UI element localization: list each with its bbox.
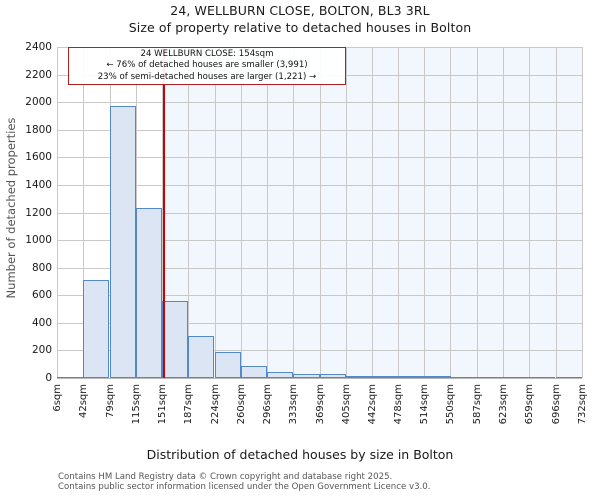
x-tick-label: 6sqm bbox=[52, 384, 63, 412]
annotation-line-2: ← 76% of detached houses are smaller (3,… bbox=[106, 60, 308, 71]
x-tick-label: 260sqm bbox=[235, 384, 247, 425]
footer-attribution: Contains HM Land Registry data © Crown c… bbox=[58, 472, 598, 493]
y-tick-label: 1600 bbox=[25, 151, 52, 164]
histogram-bar bbox=[83, 280, 110, 378]
histogram-bar bbox=[345, 375, 372, 378]
x-tick-label: 732sqm bbox=[577, 384, 588, 425]
gridline-vertical bbox=[57, 47, 58, 378]
x-tick-label: 623sqm bbox=[498, 384, 510, 425]
y-axis-ticks: 0 200 400 600 800 1000 1200 1400 1600 1800 2000 220… bbox=[0, 0, 52, 500]
histogram-bar bbox=[398, 376, 425, 378]
y-tick-label: 2400 bbox=[25, 41, 52, 53]
x-tick-label: 550sqm bbox=[445, 384, 457, 425]
gridline-vertical bbox=[266, 47, 268, 378]
x-tick-label: 79sqm bbox=[104, 384, 116, 419]
histogram-bar bbox=[57, 376, 84, 378]
y-tick-label: 2200 bbox=[25, 68, 52, 81]
annotation-line-3: 23% of semi-detached houses are larger (… bbox=[97, 71, 317, 82]
x-tick-label: 115sqm bbox=[130, 384, 142, 425]
y-tick-label: 1000 bbox=[25, 234, 52, 247]
x-tick-label: 514sqm bbox=[419, 384, 431, 425]
annotation-box: 24 WELLBURN CLOSE: 154sqm ← 76% of detac… bbox=[68, 47, 346, 85]
gridline-vertical bbox=[372, 47, 374, 378]
histogram-bar bbox=[424, 376, 451, 378]
y-tick-label: 400 bbox=[31, 316, 52, 329]
x-tick-label: 369sqm bbox=[314, 384, 326, 425]
gridline-vertical bbox=[187, 47, 189, 378]
histogram-bar bbox=[293, 373, 320, 378]
gridline-vertical bbox=[555, 47, 557, 378]
gridline-vertical bbox=[240, 47, 242, 378]
histogram-bar bbox=[109, 105, 137, 378]
x-tick-label: 442sqm bbox=[367, 384, 379, 425]
gridline-vertical bbox=[582, 47, 583, 378]
x-tick-label: 224sqm bbox=[209, 384, 221, 425]
histogram-bar bbox=[319, 374, 346, 378]
plot-area bbox=[57, 47, 583, 379]
gridline-vertical bbox=[214, 47, 216, 378]
histogram-bar bbox=[503, 376, 530, 378]
gridline-vertical bbox=[503, 47, 505, 378]
gridline-vertical bbox=[161, 47, 163, 378]
histogram-bar bbox=[214, 351, 241, 378]
x-tick-label: 696sqm bbox=[550, 384, 562, 425]
gridline-vertical bbox=[477, 47, 479, 378]
histogram-bar bbox=[240, 366, 267, 378]
annotation-line-1: 24 WELLBURN CLOSE: 154sqm bbox=[140, 48, 274, 59]
x-tick-label: 187sqm bbox=[182, 384, 194, 425]
page-title: 24, WELLBURN CLOSE, BOLTON, BL3 3RL bbox=[170, 3, 430, 18]
x-axis-line bbox=[57, 378, 582, 380]
chart-subtitle: Size of property relative to detached ho… bbox=[128, 20, 472, 35]
x-tick-label: 151sqm bbox=[156, 384, 168, 425]
gridline-vertical bbox=[424, 47, 426, 378]
gridline-vertical bbox=[345, 47, 347, 378]
footer-line-2: Contains public sector information licen… bbox=[58, 482, 431, 493]
y-tick-label: 800 bbox=[31, 261, 52, 274]
gridline-vertical bbox=[319, 47, 321, 378]
y-tick-label: 1400 bbox=[25, 178, 52, 191]
histogram-bar bbox=[529, 376, 556, 378]
x-tick-label: 42sqm bbox=[78, 384, 90, 419]
x-tick-label: 587sqm bbox=[472, 384, 484, 425]
y-axis-label: Number of detached properties bbox=[4, 117, 18, 299]
y-tick-label: 0 bbox=[45, 372, 52, 384]
histogram-bars bbox=[57, 47, 583, 378]
footer-line-1: Contains HM Land Registry data © Crown c… bbox=[58, 472, 393, 482]
histogram-bar bbox=[161, 300, 189, 378]
histogram-bar bbox=[135, 207, 163, 378]
y-tick-label: 1800 bbox=[25, 123, 52, 136]
x-tick-label: 296sqm bbox=[261, 384, 273, 425]
histogram-bar bbox=[187, 335, 215, 378]
x-tick-label: 659sqm bbox=[524, 384, 536, 425]
y-tick-label: 200 bbox=[31, 344, 52, 357]
gridline-vertical bbox=[529, 47, 531, 378]
histogram-bar bbox=[372, 376, 399, 378]
histogram-bar bbox=[555, 376, 583, 378]
gridline-vertical bbox=[398, 47, 400, 378]
x-axis-label: Distribution of detached houses by size … bbox=[146, 447, 454, 462]
gridline-vertical bbox=[450, 47, 452, 378]
y-tick-label: 1200 bbox=[25, 206, 52, 219]
gridline-vertical bbox=[293, 47, 295, 378]
y-tick-label: 2000 bbox=[25, 96, 52, 109]
property-marker-line bbox=[163, 47, 165, 378]
x-tick-label: 478sqm bbox=[393, 384, 405, 425]
histogram-bar bbox=[266, 371, 293, 378]
histogram-bar bbox=[450, 376, 477, 378]
gridline-vertical bbox=[83, 47, 85, 378]
x-tick-label: 405sqm bbox=[340, 384, 352, 425]
y-tick-label: 600 bbox=[31, 289, 52, 302]
x-tick-label: 333sqm bbox=[288, 384, 300, 425]
histogram-bar bbox=[477, 376, 504, 378]
